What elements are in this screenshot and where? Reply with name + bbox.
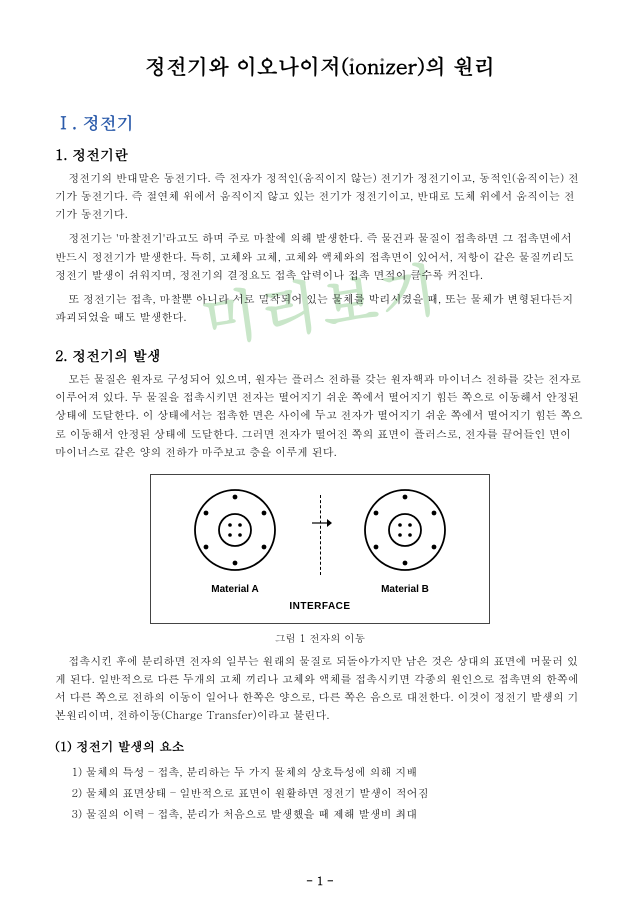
- interface-divider: [310, 495, 330, 585]
- list-item: 3) 물질의 이력 – 접촉, 분리가 처음으로 발생했을 때 제해 발생비 최…: [72, 805, 586, 826]
- interface-label: INTERFACE: [289, 601, 350, 612]
- section-heading: Ⅰ. 정전기: [55, 110, 585, 134]
- page-content: 정전기와 이오나이저(ionizer)의 원리 Ⅰ. 정전기 1. 정전기란 정…: [55, 50, 585, 826]
- figure-caption: 그림 1 전자의 이동: [55, 630, 585, 645]
- atom-a: Material A: [190, 485, 280, 595]
- interface-line-icon: [320, 495, 321, 575]
- paragraph: 모든 물질은 원자로 구성되어 있으며, 원자는 플러스 전하를 갖는 원자핵과…: [55, 371, 585, 462]
- material-b-label: Material B: [360, 584, 450, 595]
- atom-b: Material B: [360, 485, 450, 595]
- paragraph: 또 정전기는 접촉, 마찰뿐 아니라 서로 밀착되어 있는 물체를 박리시켰을 …: [55, 291, 585, 327]
- document-title: 정전기와 이오나이저(ionizer)의 원리: [55, 50, 585, 80]
- list-item: 1) 물체의 특성 – 접촉, 분리하는 두 가지 물체의 상호특성에 의해 지…: [72, 763, 586, 784]
- page-number: - 1 -: [0, 874, 640, 889]
- figure-diagram: Material A: [150, 474, 490, 624]
- atom-diagram-row: Material A: [190, 485, 450, 595]
- subsection-2-heading: 2. 정전기의 발생: [55, 345, 585, 365]
- sub-sub-heading: (1) 정전기 발생의 요소: [55, 737, 585, 755]
- paragraph: 접촉시킨 후에 분리하면 전자의 일부는 원래의 물질로 되돌아가지만 남은 것…: [55, 653, 585, 726]
- subsection-1-heading: 1. 정전기란: [55, 144, 585, 164]
- paragraph: 정전기는 '마찰전기'라고도 하며 주로 마찰에 의해 발생한다. 즉 물건과 …: [55, 230, 585, 284]
- list-item: 2) 물체의 표면상태 – 일반적으로 표면이 원활하면 정전기 발생이 적어짐: [72, 784, 586, 805]
- arrow-icon: [312, 517, 332, 529]
- material-a-label: Material A: [190, 584, 280, 595]
- atom-icon: [360, 485, 450, 575]
- paragraph: 정전기의 반대말은 동전기다. 즉 전자가 정적인(움직이지 않는) 전기가 정…: [55, 170, 585, 224]
- atom-icon: [190, 485, 280, 575]
